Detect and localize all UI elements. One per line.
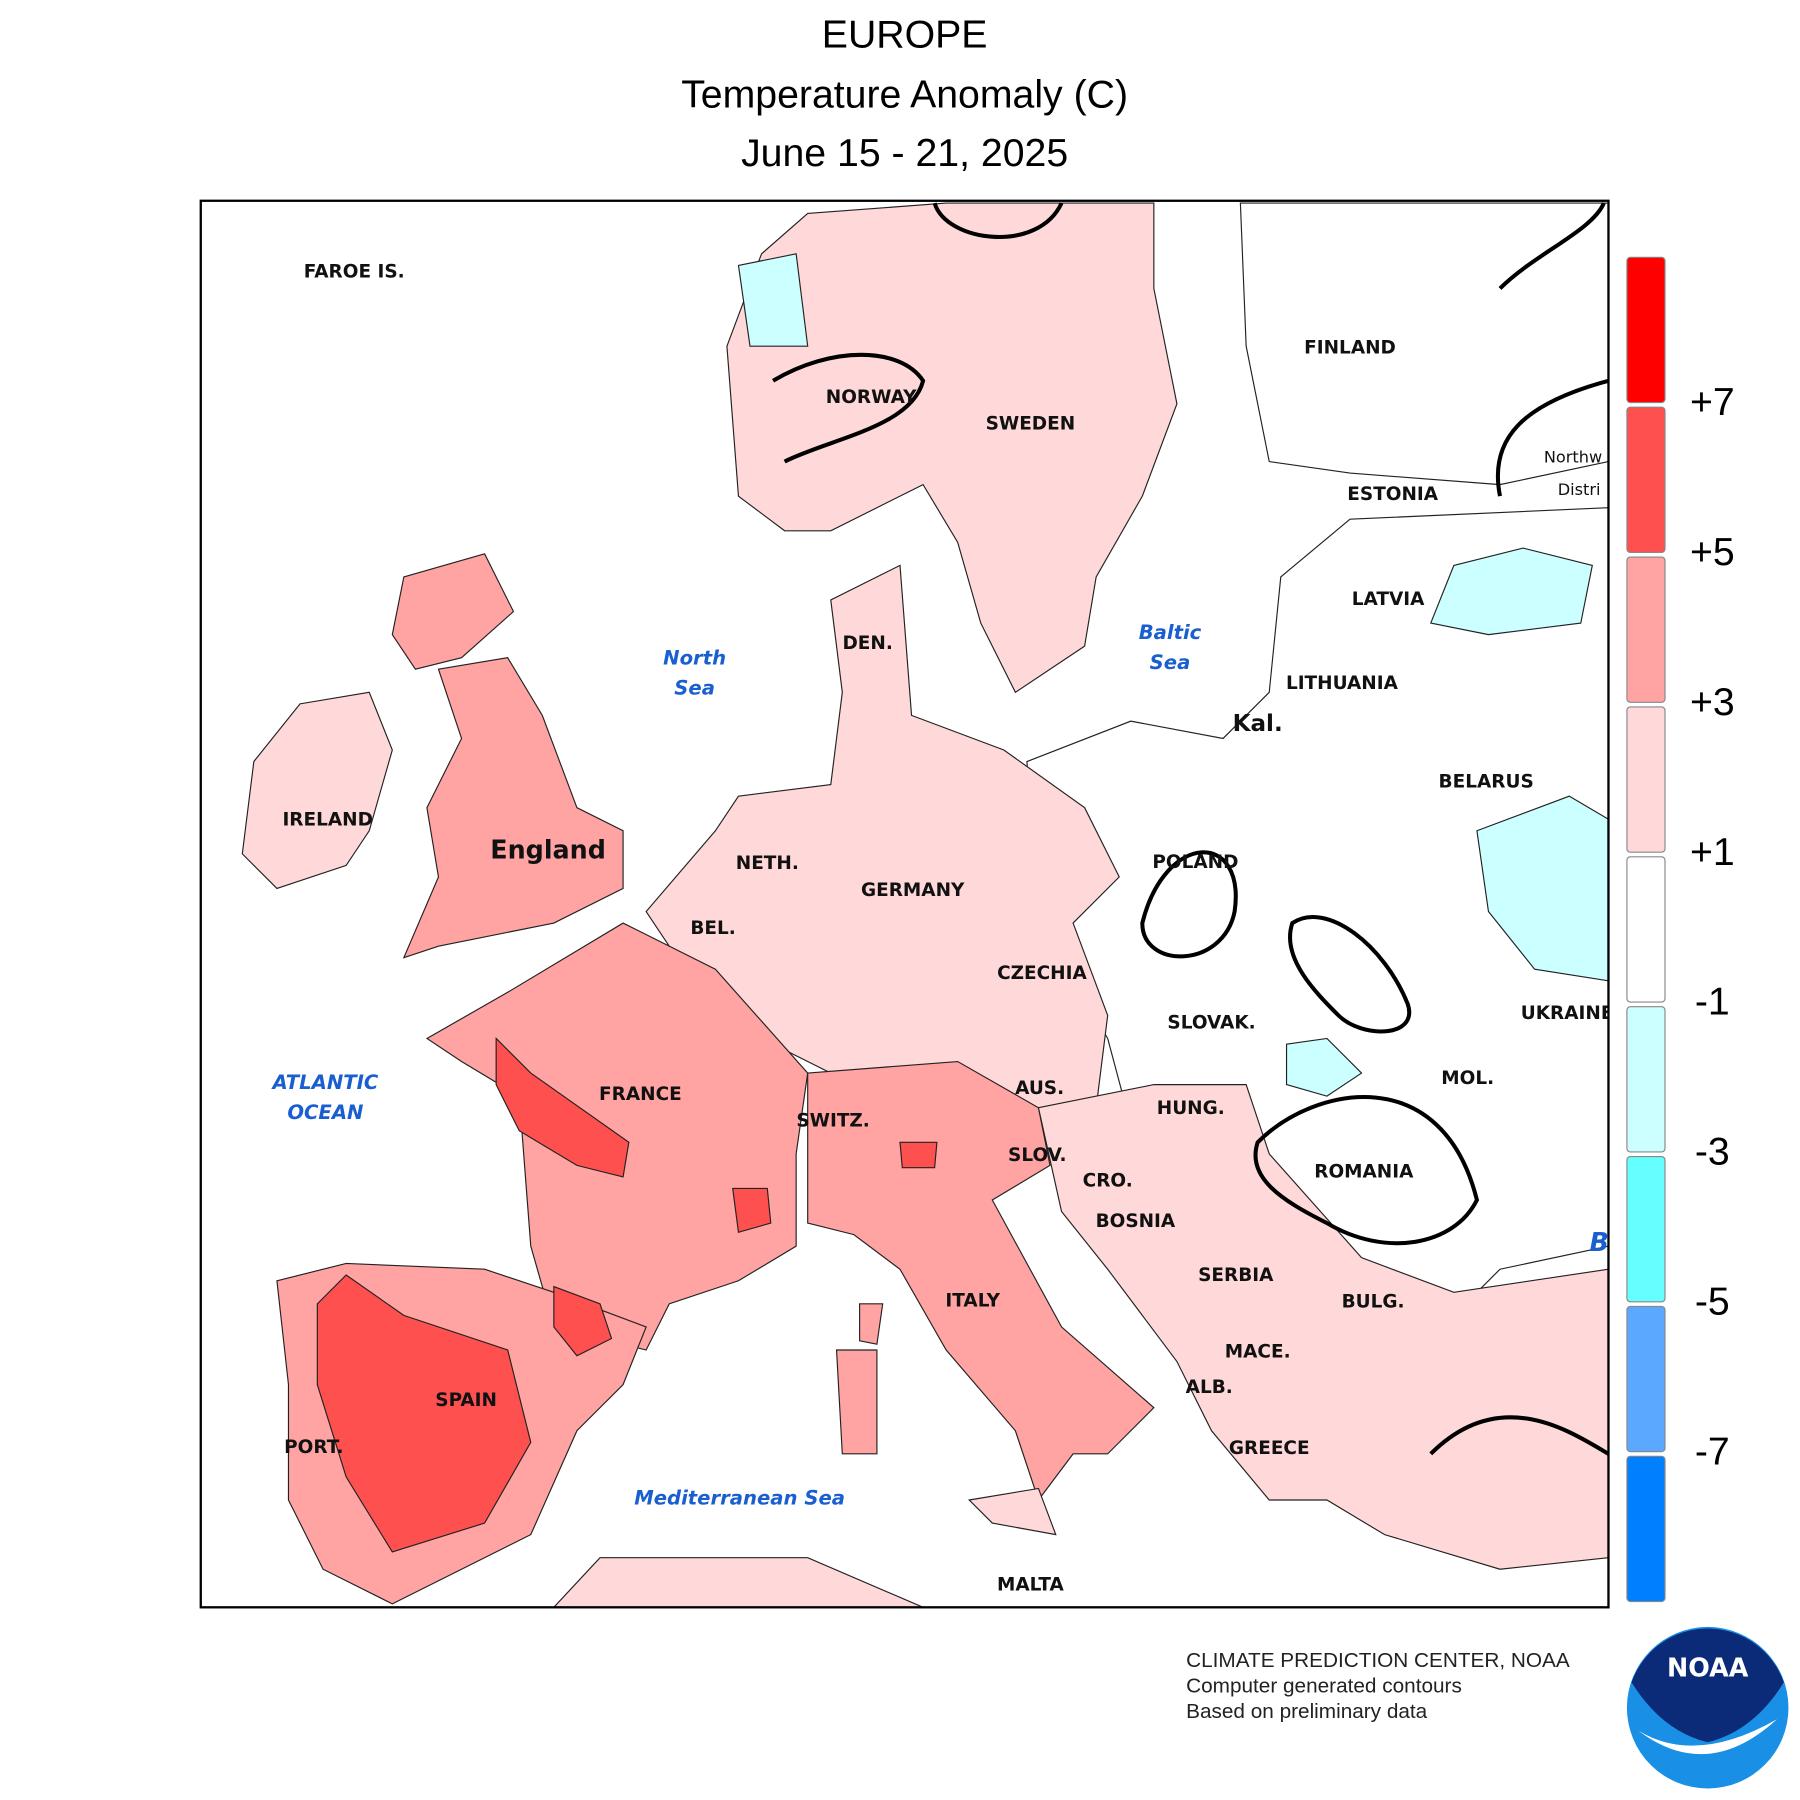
map-label: MOL. — [1441, 1068, 1494, 1089]
legend-bin — [1626, 1155, 1666, 1303]
map-label: ALB. — [1186, 1377, 1233, 1398]
map-label: GERMANY — [861, 880, 965, 901]
legend-tick-label: +5 — [1690, 530, 1735, 574]
legend-tick-label: -3 — [1695, 1130, 1730, 1174]
noaa-logo: NOAA — [1626, 1626, 1789, 1789]
sea-label: Mediterranean Sea — [634, 1486, 845, 1509]
legend-tick-label: -1 — [1695, 980, 1730, 1024]
map: FAROE IS. NORWAY SWEDEN FINLAND ESTONIA … — [200, 200, 1614, 1608]
map-label: SLOVAK. — [1167, 1012, 1255, 1033]
legend: +7 +5 +3 +1 -1 -3 -5 -7 — [1626, 256, 1735, 1603]
logo-text: NOAA — [1667, 1653, 1749, 1683]
map-label: HUNG. — [1157, 1098, 1225, 1119]
map-label: MACE. — [1225, 1341, 1291, 1362]
map-label: Northw — [1544, 448, 1602, 467]
map-label: England — [490, 835, 606, 865]
map-label: UKRAINE — [1521, 1003, 1614, 1024]
legend-bin — [1626, 1455, 1666, 1603]
map-label: AUS. — [1015, 1078, 1064, 1099]
legend-bin — [1626, 1305, 1666, 1453]
map-label: ESTONIA — [1347, 484, 1438, 505]
legend-bin — [1626, 406, 1666, 554]
sea-label: Baltic — [1139, 621, 1202, 644]
map-label: FINLAND — [1304, 337, 1396, 358]
map-label: CRO. — [1083, 1171, 1133, 1192]
map-label: LITHUANIA — [1286, 673, 1399, 694]
legend-tick-label: +7 — [1690, 380, 1735, 424]
map-label: BOSNIA — [1096, 1211, 1176, 1232]
map-label: MALTA — [997, 1574, 1065, 1595]
map-label: PORT. — [284, 1437, 343, 1458]
credit: CLIMATE PREDICTION CENTER, NOAA — [1186, 1649, 1570, 1672]
legend-bin — [1626, 856, 1666, 1003]
legend-tick-label: -7 — [1695, 1429, 1730, 1473]
subtitle: Temperature Anomaly (C) — [681, 72, 1128, 116]
legend-tick-label: +3 — [1690, 680, 1735, 724]
sea-label: ATLANTIC — [270, 1071, 378, 1094]
map-label: LATVIA — [1352, 589, 1425, 610]
map-label: BELARUS — [1439, 771, 1534, 792]
map-label: ROMANIA — [1314, 1161, 1414, 1182]
map-label: Distri — [1558, 480, 1601, 499]
map-frame — [199, 199, 1610, 1609]
map-label: SLOV. — [1008, 1145, 1067, 1166]
sea-label: North — [663, 646, 726, 669]
map-label: SWEDEN — [986, 414, 1076, 435]
map-label: ITALY — [945, 1291, 1000, 1312]
map-label: Kal. — [1233, 711, 1283, 737]
sea-label: Sea — [1150, 651, 1191, 674]
legend-tick-label: -5 — [1695, 1279, 1730, 1323]
map-label: DEN. — [842, 633, 892, 654]
map-label: IRELAND — [282, 809, 372, 830]
legend-bin — [1626, 706, 1666, 853]
sea-label: Sea — [674, 676, 715, 699]
map-label: GREECE — [1229, 1438, 1310, 1459]
map-label: SWITZ. — [796, 1111, 870, 1132]
map-label: CZECHIA — [997, 963, 1087, 984]
map-label: NETH. — [736, 853, 799, 874]
map-label: SPAIN — [435, 1390, 497, 1411]
legend-tick-label: +1 — [1690, 830, 1735, 874]
period: June 15 - 21, 2025 — [741, 131, 1068, 175]
map-label: POLAND — [1152, 852, 1238, 873]
map-label: BEL. — [690, 918, 735, 939]
credit: Based on preliminary data — [1186, 1700, 1428, 1723]
legend-bin — [1626, 1006, 1666, 1153]
legend-bin — [1626, 256, 1666, 404]
map-label: FAROE IS. — [304, 261, 405, 282]
map-label: FRANCE — [599, 1084, 682, 1105]
credit: Computer generated contours — [1186, 1674, 1462, 1697]
map-label: SERBIA — [1198, 1265, 1274, 1286]
sea-label: OCEAN — [287, 1101, 363, 1124]
legend-bin — [1626, 556, 1666, 703]
map-label: NORWAY — [826, 387, 917, 408]
map-label: BULG. — [1342, 1292, 1405, 1313]
sea-label: B — [1590, 1227, 1609, 1257]
title: EUROPE — [822, 12, 988, 56]
